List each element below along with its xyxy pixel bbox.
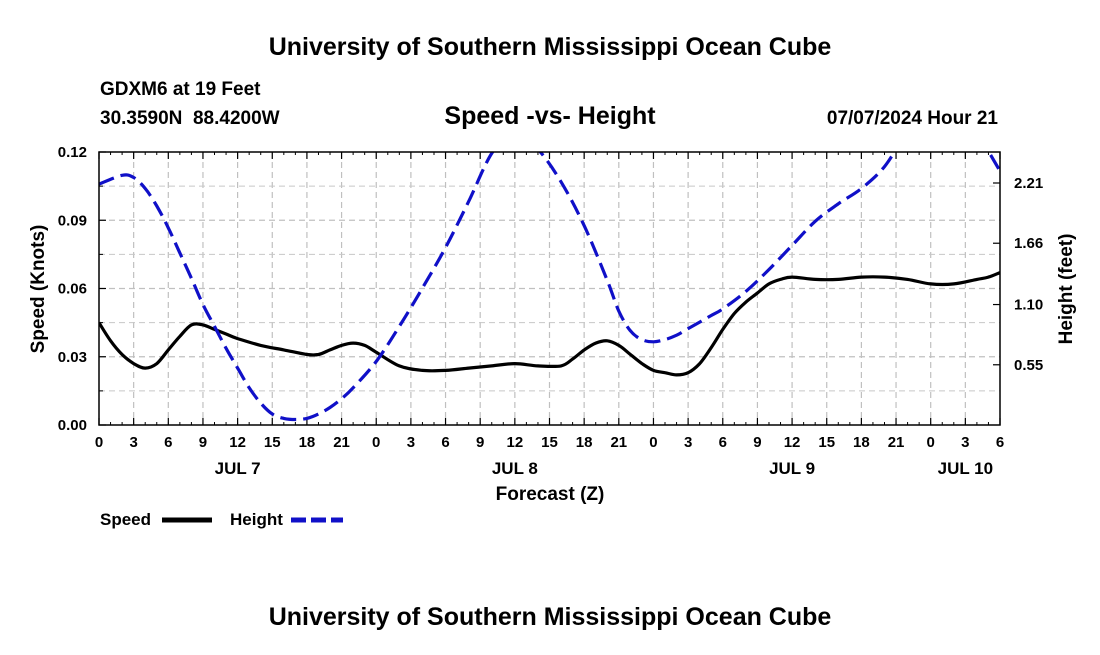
x-tick-label: 0 (95, 434, 103, 451)
legend-label-height: Height (230, 510, 283, 529)
footer-title: University of Southern Mississippi Ocean… (269, 603, 832, 631)
x-tick-label: 18 (853, 434, 870, 451)
x-axis-label: Forecast (Z) (496, 484, 605, 505)
x-tick-label: 12 (784, 434, 801, 451)
x-tick-label: 3 (407, 434, 415, 451)
x-tick-label: 6 (719, 434, 727, 451)
chart-subtitle: Speed -vs- Height (444, 102, 656, 130)
plot-frame (98, 151, 1001, 426)
y2-tick-label: 1.66 (1014, 235, 1043, 252)
x-tick-label: 21 (888, 434, 905, 451)
location-label: 30.3590N 88.4200W (100, 108, 280, 129)
x-tick-label: 18 (576, 434, 593, 451)
x-axis: 0 3 6 9 12 15 18 21 0 3 6 9 12 15 18 21 0 3 6 9 12 15 18 21 0 3 6J… (95, 152, 1004, 478)
x-tick-label: 18 (299, 434, 316, 451)
y-tick-label: 0.03 (58, 349, 87, 366)
x-tick-label: 3 (129, 434, 137, 451)
x-tick-label: 9 (476, 434, 484, 451)
timestamp-label: 07/07/2024 Hour 21 (827, 108, 999, 129)
chart-title: University of Southern Mississippi Ocean… (269, 33, 832, 61)
x-tick-label: 0 (649, 434, 657, 451)
grid (99, 152, 1000, 425)
y2-axis-label: Height (feet) (1056, 234, 1077, 345)
x-tick-label: 9 (199, 434, 207, 451)
legend-label-speed: Speed (100, 510, 151, 529)
x-day-label: JUL 10 (938, 459, 993, 478)
y-tick-label: 0.09 (58, 212, 87, 229)
x-tick-label: 15 (818, 434, 835, 451)
y2-tick-label: 0.55 (1014, 357, 1043, 374)
y2-tick-label: 1.10 (1014, 297, 1043, 314)
x-tick-label: 6 (164, 434, 172, 451)
x-tick-label: 15 (541, 434, 558, 451)
y-axis-label: Speed (Knots) (28, 225, 49, 354)
station-label: GDXM6 at 19 Feet (100, 79, 261, 100)
x-tick-label: 6 (441, 434, 449, 451)
y-tick-label: 0.00 (58, 417, 87, 434)
x-tick-label: 12 (229, 434, 246, 451)
x-tick-label: 9 (753, 434, 761, 451)
y-axis-left: 0.00 0.03 0.06 0.09 0.12 (58, 144, 106, 434)
legend: Speed Height (100, 510, 343, 529)
y-tick-label: 0.12 (58, 144, 87, 161)
x-tick-label: 12 (507, 434, 524, 451)
x-tick-label: 21 (333, 434, 350, 451)
y-axis-right: 0.55 1.10 1.66 2.21 (993, 175, 1043, 374)
x-tick-label: 3 (684, 434, 692, 451)
x-day-label: JUL 8 (492, 459, 538, 478)
y2-tick-label: 2.21 (1014, 175, 1043, 192)
x-tick-label: 6 (996, 434, 1004, 451)
x-day-label: JUL 9 (769, 459, 815, 478)
x-tick-label: 0 (372, 434, 380, 451)
x-tick-label: 0 (927, 434, 935, 451)
series-group (99, 152, 1000, 422)
series-line-height (99, 152, 1000, 422)
x-tick-label: 21 (610, 434, 627, 451)
x-tick-label: 3 (961, 434, 969, 451)
series-line-speed (99, 271, 1000, 377)
x-day-label: JUL 7 (215, 459, 261, 478)
y-tick-label: 0.06 (58, 281, 87, 298)
x-tick-label: 15 (264, 434, 281, 451)
